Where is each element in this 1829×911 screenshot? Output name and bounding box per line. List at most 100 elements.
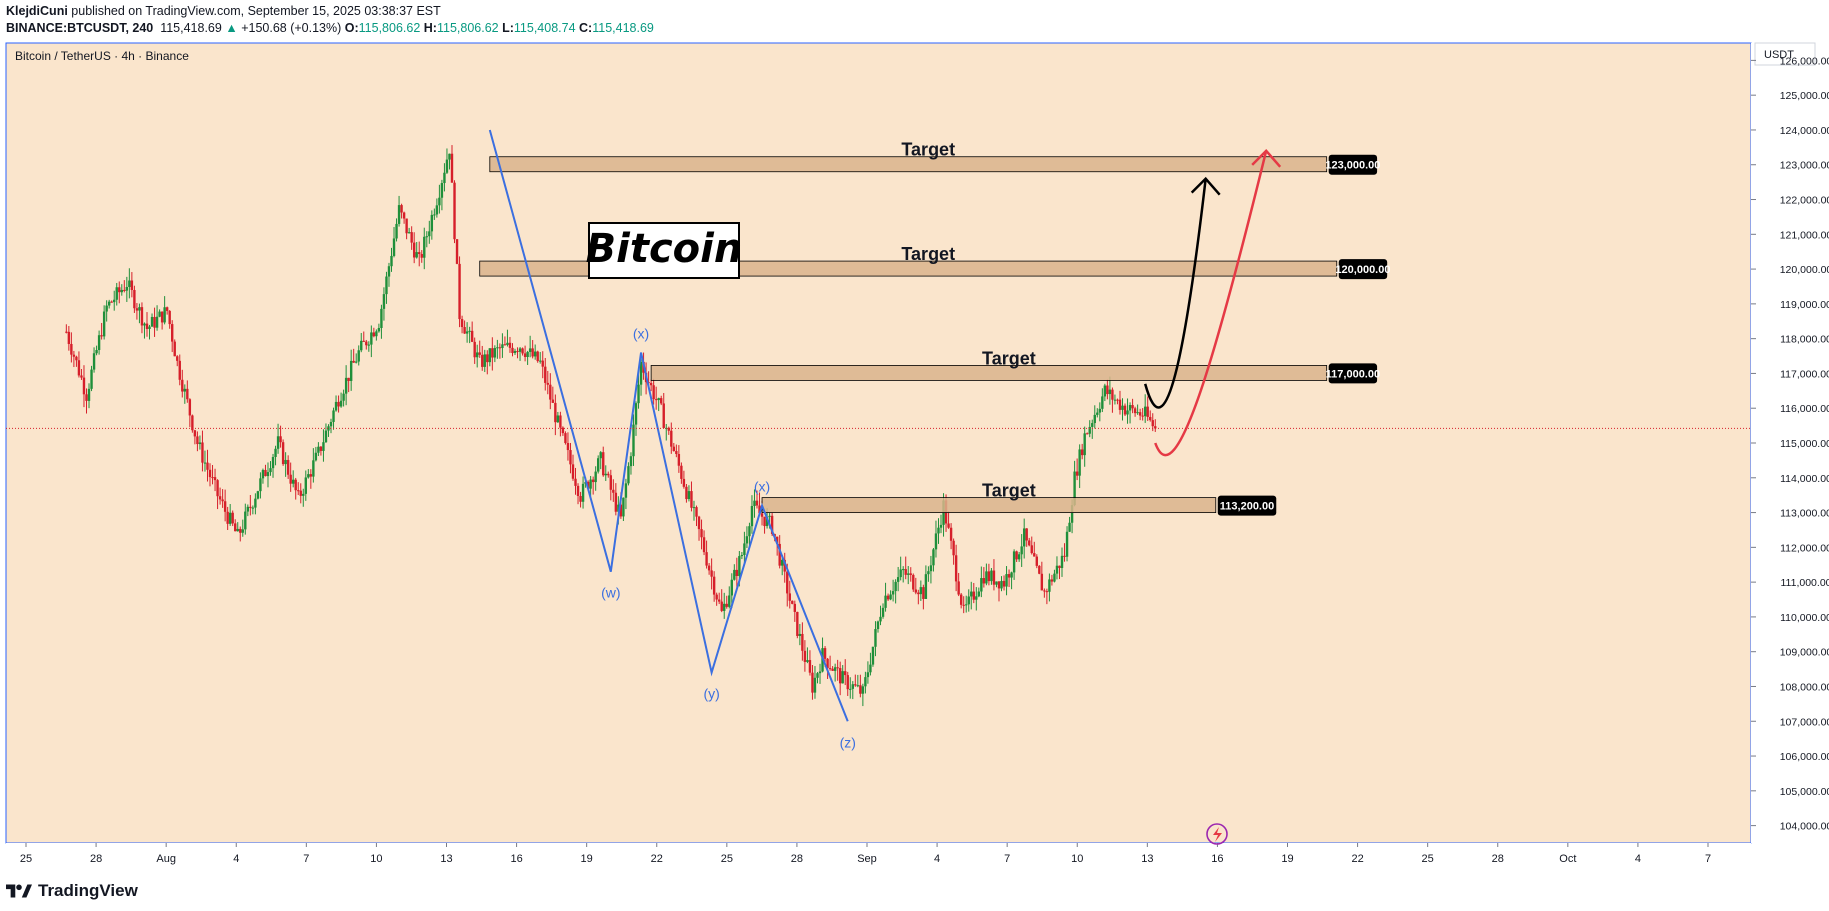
candle-up xyxy=(927,571,930,575)
candle-up xyxy=(488,348,492,363)
red-arrowhead-icon xyxy=(1251,148,1282,168)
candle-down xyxy=(191,415,194,431)
candle-up xyxy=(102,311,106,337)
candle-up xyxy=(1103,385,1107,397)
y-axis[interactable]: USDT 104,000.00 105,000.00 106,000.00 107,0… xyxy=(1751,42,1829,843)
x-tick-label: 19 xyxy=(1281,853,1293,865)
candle-up xyxy=(733,569,736,580)
candle-down xyxy=(82,377,86,395)
candle-up xyxy=(302,493,305,496)
candle-down xyxy=(289,474,292,484)
candle-up xyxy=(496,347,499,349)
candle-up xyxy=(932,549,935,566)
candle-down xyxy=(1033,553,1036,557)
candle-up xyxy=(395,223,398,239)
currency-badge[interactable] xyxy=(1754,42,1816,66)
target-zone[interactable] xyxy=(489,156,1328,173)
replay-icon[interactable] xyxy=(1206,823,1228,845)
candle-down xyxy=(859,685,862,694)
candle-down xyxy=(100,335,103,337)
candle-up xyxy=(334,401,338,411)
candle-down xyxy=(1075,471,1079,476)
candle-down xyxy=(677,454,681,466)
candle-down xyxy=(607,473,610,476)
candle-up xyxy=(970,591,973,597)
candle-down xyxy=(309,474,313,477)
candle-up xyxy=(977,591,981,597)
candle-up xyxy=(163,307,166,323)
candle-down xyxy=(234,523,237,532)
x-tick-label: 28 xyxy=(90,853,102,865)
candle-down xyxy=(218,496,222,500)
candle-up xyxy=(889,594,892,600)
close-label: C: xyxy=(579,21,593,35)
candle-down xyxy=(337,401,340,407)
candle-down xyxy=(231,512,234,524)
tradingview-brand[interactable]: TradingView xyxy=(6,881,138,901)
candle-up xyxy=(465,331,469,334)
candle-up xyxy=(435,205,439,215)
candle-up xyxy=(841,671,844,684)
candle-down xyxy=(725,603,728,607)
candle-down xyxy=(569,450,572,465)
candle-down xyxy=(168,310,171,325)
candle-down xyxy=(758,505,761,514)
candle-up xyxy=(518,348,522,352)
candle-down xyxy=(717,599,721,602)
candle-down xyxy=(160,311,164,323)
candle-down xyxy=(249,506,252,508)
candle-down xyxy=(216,480,219,497)
candle-down xyxy=(211,477,214,479)
candle-down xyxy=(171,324,174,342)
x-axis[interactable]: 25 28 Aug 4 7 10 13 16 19 22 25 28 Sep 4 7 10 13 16 19 22 25… xyxy=(6,843,1751,873)
x-tick-label: 25 xyxy=(20,853,32,865)
candle-down xyxy=(702,537,706,553)
candle-down xyxy=(153,316,156,328)
candle-down xyxy=(450,153,454,183)
candle-up xyxy=(392,238,396,256)
candle-up xyxy=(985,571,988,584)
candle-down xyxy=(223,501,227,512)
candle-down xyxy=(959,594,963,605)
candle-down xyxy=(286,459,290,475)
y-tick-label: 116,000.00 xyxy=(1780,403,1829,415)
candle-up xyxy=(884,595,887,608)
x-tick-label: Aug xyxy=(156,853,176,865)
watermark-text: Bitcoin xyxy=(586,226,743,272)
candle-down xyxy=(145,323,149,329)
publish-text: published on TradingView.com, September … xyxy=(71,4,441,18)
candle-up xyxy=(327,426,330,431)
y-tick-label: 113,000.00 xyxy=(1780,508,1829,520)
candle-down xyxy=(992,570,996,585)
candle-down xyxy=(571,464,575,479)
candle-down xyxy=(700,529,703,538)
candle-down xyxy=(770,515,774,534)
candle-down xyxy=(791,600,794,604)
candle-up xyxy=(314,452,318,461)
price-chart[interactable]: Target 123,000.00 Target 120,000.00 Target 11… xyxy=(0,42,1829,877)
candle-up xyxy=(1060,555,1064,569)
y-tick-label: 118,000.00 xyxy=(1780,334,1829,346)
candle-down xyxy=(297,490,300,492)
candle-down xyxy=(1028,540,1031,546)
candle-up xyxy=(581,483,585,502)
target-price-tag xyxy=(1338,259,1388,280)
candle-up xyxy=(750,505,754,527)
candle-down xyxy=(536,351,539,362)
candle-down xyxy=(470,330,474,342)
y-tick-label: 119,000.00 xyxy=(1780,299,1829,311)
candle-up xyxy=(740,555,744,557)
candle-down xyxy=(554,402,557,423)
target-price-tag xyxy=(1328,154,1378,175)
candle-up xyxy=(604,473,607,476)
candle-down xyxy=(914,589,918,593)
author-name[interactable]: KlejdiCuni xyxy=(6,4,68,18)
candle-down xyxy=(685,486,688,500)
candle-down xyxy=(1086,433,1089,435)
y-tick-label: 112,000.00 xyxy=(1780,542,1829,554)
candle-down xyxy=(982,578,986,584)
target-zone[interactable] xyxy=(650,365,1328,381)
x-tick-label: 28 xyxy=(791,853,803,865)
target-label: Target xyxy=(901,140,955,160)
candle-down xyxy=(775,536,779,544)
